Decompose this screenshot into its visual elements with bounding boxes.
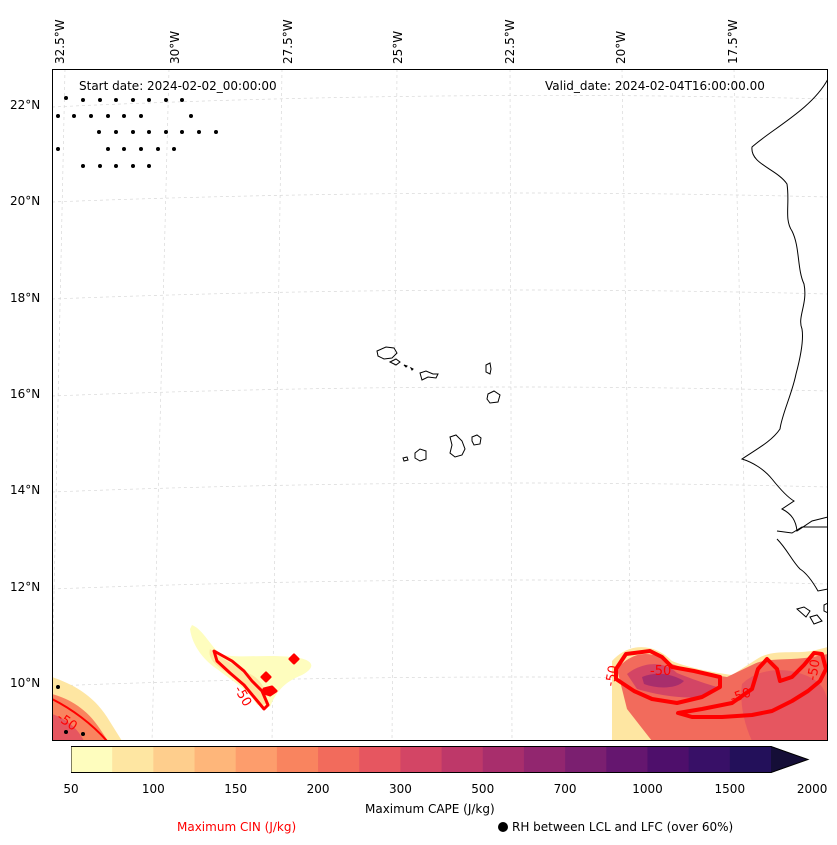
lon-label: 30°W bbox=[168, 30, 182, 64]
start-date-label: Start date: 2024-02-02_00:00:00 bbox=[79, 79, 277, 93]
rh-legend-label: RH between LCL and LFC (over 60%) bbox=[512, 820, 734, 834]
lat-label-20n: 20°N bbox=[10, 194, 41, 208]
colorbar-tick-label: 1500 bbox=[714, 782, 746, 796]
lat-label-12n: 12°N bbox=[10, 580, 41, 594]
rh-legend-dot-icon bbox=[498, 822, 508, 832]
colorbar-segment bbox=[359, 746, 401, 773]
cin-label-east-2: -50 bbox=[650, 664, 671, 679]
graticule bbox=[52, 69, 828, 741]
colorbar-tick-label: 100 bbox=[141, 782, 165, 796]
rh-dots bbox=[56, 96, 218, 736]
colorbar-tick-label: 1000 bbox=[632, 782, 663, 796]
colorbar-segment bbox=[523, 746, 566, 773]
colorbar-segment bbox=[235, 746, 278, 773]
colorbar-title: Maximum CAPE (J/kg) bbox=[365, 802, 495, 816]
colorbar-segment bbox=[441, 746, 484, 773]
cin-label-east-1: -50 bbox=[603, 664, 621, 688]
cin-legend-label: Maximum CIN (J/kg) bbox=[177, 820, 297, 834]
cape-fill-central bbox=[190, 625, 312, 707]
lon-label: 27.5°W bbox=[281, 19, 295, 64]
cape-colorbar bbox=[71, 746, 810, 773]
colorbar-segment bbox=[400, 746, 443, 773]
lat-label-18n: 18°N bbox=[10, 291, 41, 305]
valid-date-label: Valid_date: 2024-02-04T16:00:00.00 bbox=[545, 79, 765, 93]
cin-label-east-4: -50 bbox=[805, 658, 823, 682]
colorbar-segment bbox=[647, 746, 690, 773]
lat-label-22n: 22°N bbox=[10, 98, 41, 112]
map-canvas: -50 -50 -50 -50 -50 -50 bbox=[52, 69, 828, 741]
colorbar-tick-label: 150 bbox=[224, 782, 248, 796]
rh-legend: RH between LCL and LFC (over 60%) bbox=[498, 820, 733, 834]
lon-label: 25°W bbox=[391, 30, 405, 64]
colorbar-segment bbox=[482, 746, 525, 773]
colorbar-tick-label: 300 bbox=[388, 782, 412, 796]
lat-label-10n: 10°N bbox=[10, 676, 41, 690]
colorbar-segment bbox=[565, 746, 607, 773]
cape-fill-east bbox=[612, 647, 828, 741]
colorbar-segment bbox=[606, 746, 648, 773]
bijagos-islands bbox=[795, 602, 828, 625]
colorbar-tick-label: 700 bbox=[553, 782, 577, 796]
guinea-bissau-coast bbox=[776, 538, 828, 592]
lon-label: 22.5°W bbox=[503, 19, 517, 64]
african-coastline bbox=[740, 78, 828, 532]
colorbar-tick-label: 2000 bbox=[796, 782, 828, 796]
colorbar-segment bbox=[153, 746, 196, 773]
map-frame bbox=[52, 69, 828, 741]
gambia-river bbox=[776, 526, 828, 534]
colorbar-tick-label: 50 bbox=[63, 782, 79, 796]
colorbar-segment bbox=[688, 746, 731, 773]
colorbar-segment bbox=[71, 746, 113, 773]
colorbar-segment bbox=[112, 746, 154, 773]
colorbar-segment bbox=[318, 746, 360, 773]
cin-contours bbox=[52, 649, 828, 741]
colorbar-tick-label: 500 bbox=[471, 782, 495, 796]
lon-label: 17.5°W bbox=[726, 19, 740, 64]
lat-label-16n: 16°N bbox=[10, 387, 41, 401]
colorbar-extension bbox=[771, 746, 808, 773]
colorbar-segment bbox=[276, 746, 319, 773]
cape-verde-islands bbox=[376, 346, 501, 462]
colorbar-tick-label: 200 bbox=[306, 782, 330, 796]
lon-label: 20°W bbox=[614, 30, 628, 64]
lon-label: 32.5°W bbox=[53, 19, 67, 64]
colorbar-segment bbox=[729, 746, 772, 773]
cin-label-east-3: -50 bbox=[728, 685, 753, 706]
lat-label-14n: 14°N bbox=[10, 483, 41, 497]
colorbar-segment bbox=[194, 746, 237, 773]
